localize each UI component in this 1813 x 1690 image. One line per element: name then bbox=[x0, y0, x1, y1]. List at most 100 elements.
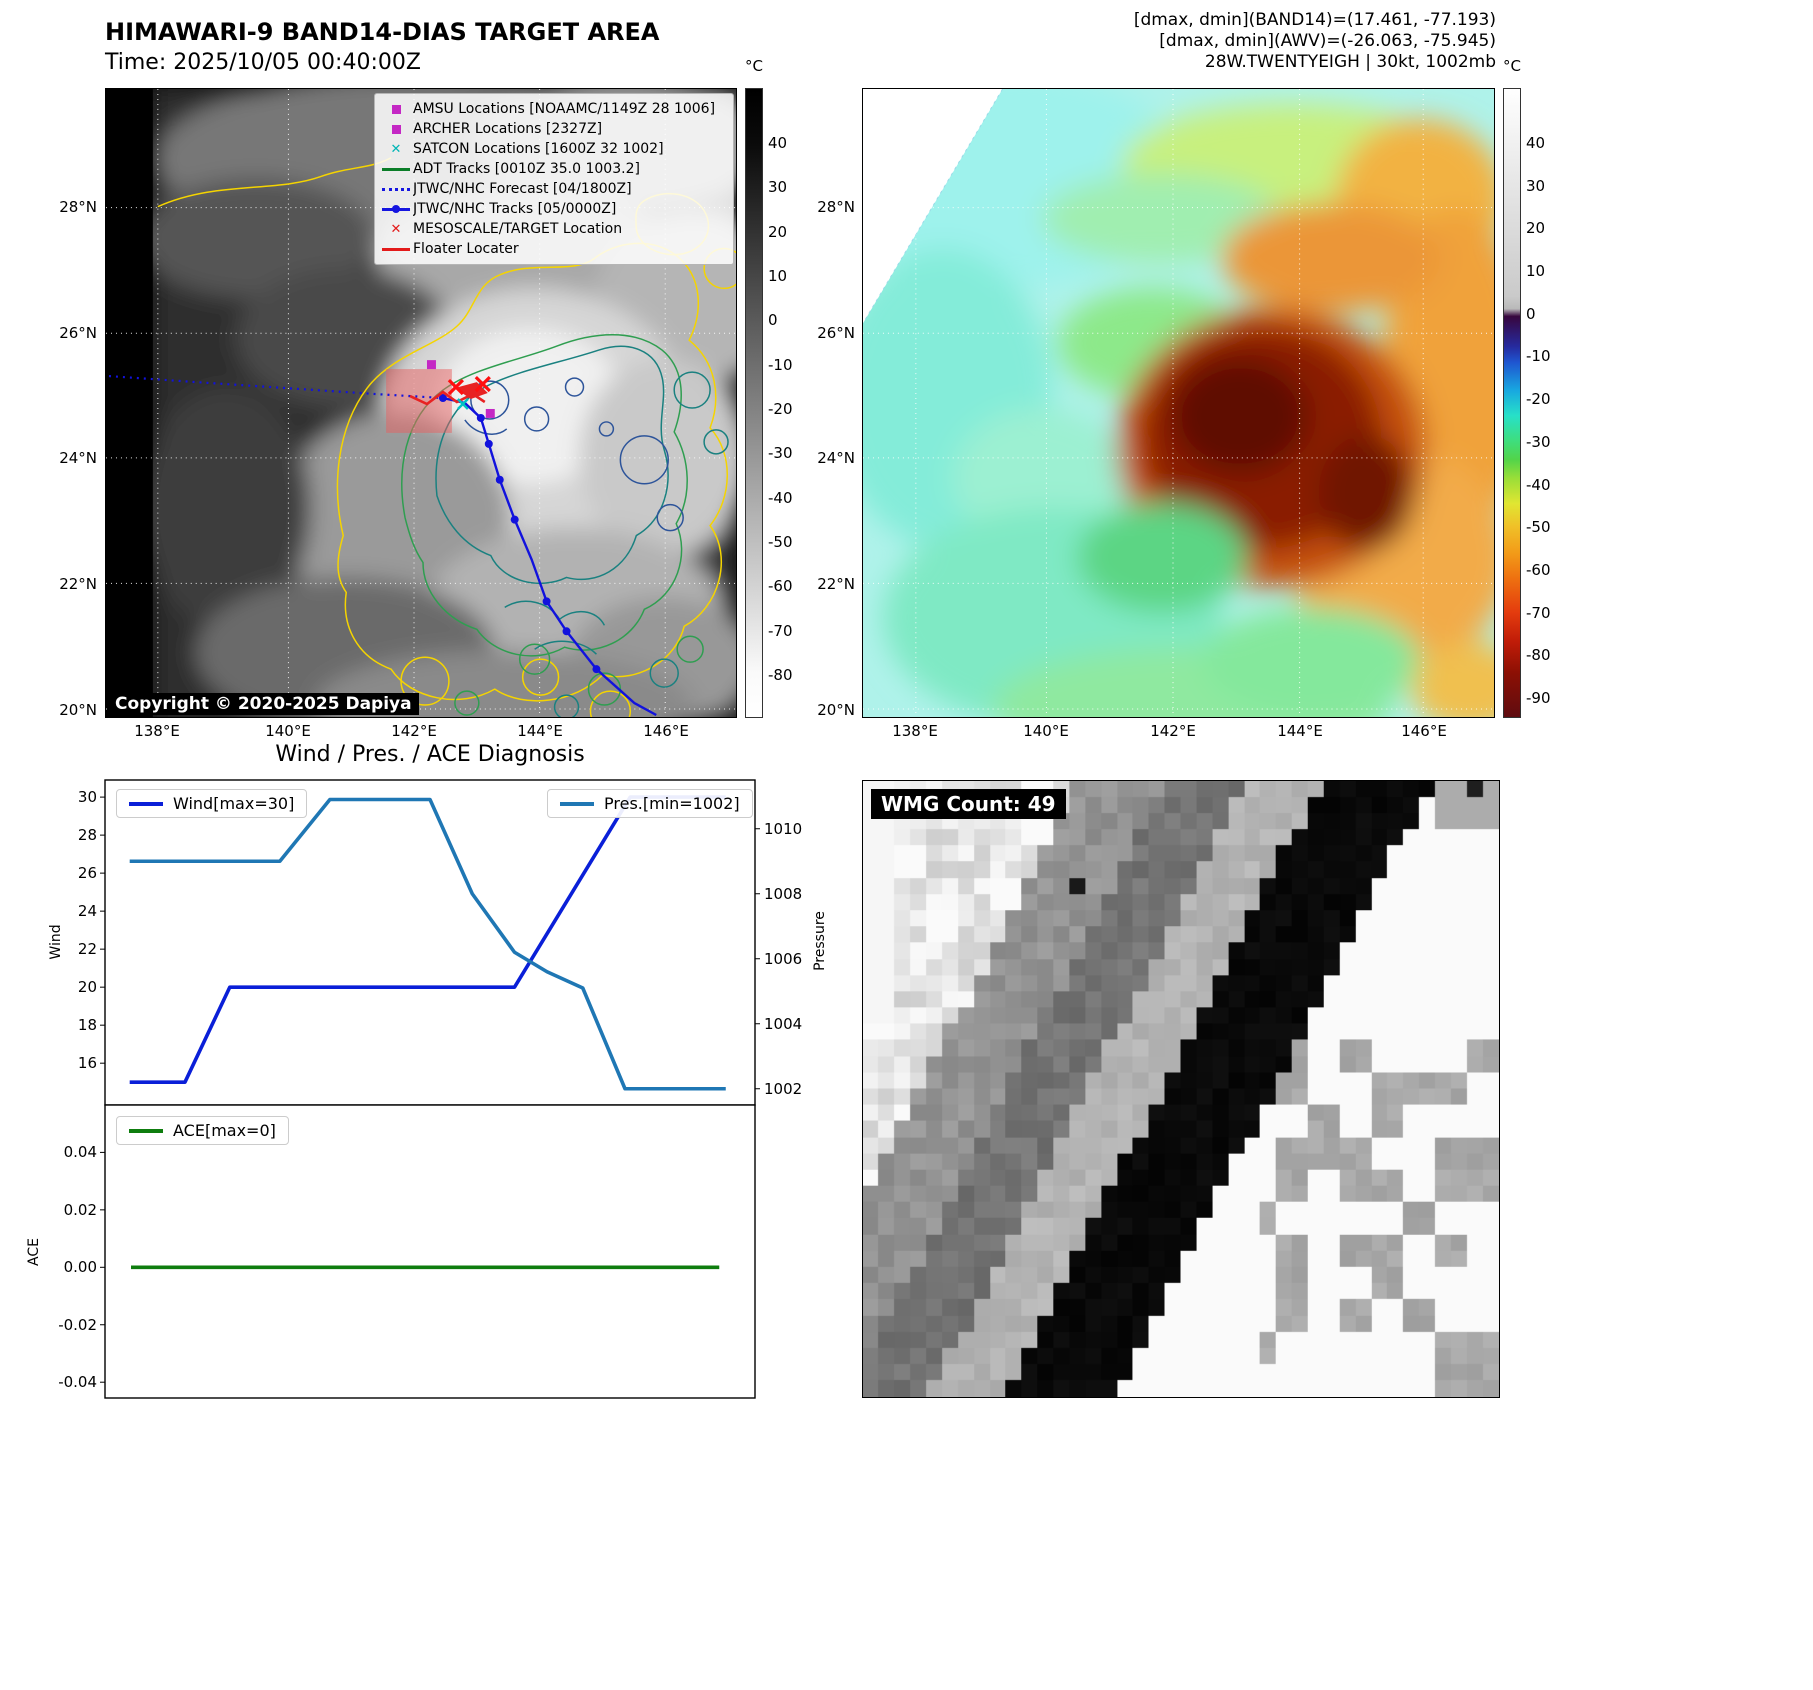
colorbar-tick-label: -40 bbox=[768, 488, 793, 507]
ace-tick-label: -0.04 bbox=[58, 1373, 97, 1392]
colorbar-tick-label: 0 bbox=[768, 311, 778, 330]
x-tick-label: 142°E bbox=[1150, 722, 1196, 740]
red-line-icon bbox=[379, 240, 413, 258]
x-tick-label: 140°E bbox=[265, 722, 311, 740]
colorbar-tick-label: -30 bbox=[768, 444, 793, 463]
x-tick-label: 140°E bbox=[1023, 722, 1069, 740]
diagnosis-title: Wind / Pres. / ACE Diagnosis bbox=[275, 742, 585, 767]
legend-item: ✕ SATCON Locations [1600Z 32 1002] bbox=[379, 139, 729, 159]
colorbar-tick-label: -50 bbox=[1526, 518, 1551, 537]
pressure-axis-label: Pressure bbox=[812, 911, 828, 971]
colorbar-tick-label: -10 bbox=[768, 355, 793, 374]
legend-label: ARCHER Locations [2327Z] bbox=[413, 121, 603, 137]
wind-tick-label: 28 bbox=[77, 826, 97, 845]
y-tick-label: 26°N bbox=[59, 324, 97, 342]
x-tick-label: 138°E bbox=[892, 722, 938, 740]
x-tick-label: 144°E bbox=[517, 722, 563, 740]
awv-colorbar-unit: °C bbox=[1503, 57, 1521, 75]
colorbar-tick-label: -60 bbox=[768, 577, 793, 596]
y-tick-label: 22°N bbox=[817, 575, 855, 593]
colorbar-tick-label: 20 bbox=[768, 222, 788, 241]
colorbar-tick-label: -30 bbox=[1526, 432, 1551, 451]
legend-label: JTWC/NHC Forecast [04/1800Z] bbox=[413, 181, 632, 197]
legend-label: ACE[max=0] bbox=[173, 1121, 276, 1140]
colorbar-tick-label: -90 bbox=[1526, 689, 1551, 708]
blue-line-dot-icon bbox=[379, 200, 413, 218]
y-tick-label: 28°N bbox=[817, 198, 855, 216]
dmax-dmin-awv-label: [dmax, dmin](AWV)=(-26.063, -75.945) bbox=[1159, 31, 1496, 51]
band14-satellite-map: AMSU Locations [NOAAMC/1149Z 28 1006] ARC… bbox=[105, 88, 737, 718]
legend-item: ADT Tracks [0010Z 35.0 1003.2] bbox=[379, 159, 729, 179]
wind-series-line bbox=[129, 795, 726, 1084]
y-tick-label: 28°N bbox=[59, 198, 97, 216]
legend-line-swatch bbox=[129, 1128, 163, 1133]
colorbar-tick-label: -70 bbox=[768, 621, 793, 640]
cyan-x-icon: ✕ bbox=[390, 141, 402, 157]
colorbar-tick-label: -80 bbox=[768, 666, 793, 685]
magenta-square-icon bbox=[379, 120, 413, 138]
colorbar-tick-label: -70 bbox=[1526, 603, 1551, 622]
colorbar-tick-label: 10 bbox=[768, 266, 788, 285]
colorbar-tick-label: 20 bbox=[1526, 219, 1546, 238]
ace-tick-label: 0.02 bbox=[63, 1200, 97, 1219]
y-tick-label: 24°N bbox=[817, 449, 855, 467]
wind-tick-label: 24 bbox=[77, 902, 97, 921]
wind-tick-label: 30 bbox=[77, 788, 97, 807]
colorbar-tick-label: 10 bbox=[1526, 261, 1546, 280]
wind-tick-label: 22 bbox=[77, 940, 97, 959]
legend-item: JTWC/NHC Tracks [05/0000Z] bbox=[379, 199, 729, 219]
x-tick-label: 138°E bbox=[134, 722, 180, 740]
y-tick-label: 26°N bbox=[817, 324, 855, 342]
colorbar-tick-label: -80 bbox=[1526, 646, 1551, 665]
colorbar-tick-label: 0 bbox=[1526, 304, 1536, 323]
x-tick-label: 142°E bbox=[391, 722, 437, 740]
wind-tick-label: 18 bbox=[77, 1016, 97, 1035]
legend-item: JTWC/NHC Forecast [04/1800Z] bbox=[379, 179, 729, 199]
green-line-icon bbox=[379, 160, 413, 178]
latlon-grid bbox=[863, 89, 1494, 717]
x-tick-label: 146°E bbox=[1401, 722, 1447, 740]
ace-tick-label: 0.04 bbox=[63, 1143, 97, 1162]
colorbar-tick-label: -10 bbox=[1526, 347, 1551, 366]
satcon-marker bbox=[457, 398, 469, 410]
ace-tick-label: -0.02 bbox=[58, 1315, 97, 1334]
ace-plot-frame bbox=[104, 1104, 756, 1399]
legend-label: MESOSCALE/TARGET Location bbox=[413, 221, 623, 237]
legend-item: ARCHER Locations [2327Z] bbox=[379, 119, 729, 139]
legend-label: Wind[max=30] bbox=[173, 794, 295, 813]
x-tick-label: 146°E bbox=[643, 722, 689, 740]
pressure-tick-label: 1004 bbox=[764, 1014, 803, 1033]
colorbar-tick-label: -40 bbox=[1526, 475, 1551, 494]
legend-label: ADT Tracks [0010Z 35.0 1003.2] bbox=[413, 161, 640, 177]
y-tick-label: 20°N bbox=[59, 701, 97, 719]
legend-label: SATCON Locations [1600Z 32 1002] bbox=[413, 141, 664, 157]
jtwc-track bbox=[438, 394, 657, 717]
dmax-dmin-band14-label: [dmax, dmin](BAND14)=(17.461, -77.193) bbox=[1133, 10, 1496, 30]
wind-tick-label: 20 bbox=[77, 978, 97, 997]
colorbar-tick-label: -50 bbox=[768, 532, 793, 551]
band14-panel-time: Time: 2025/10/05 00:40:00Z bbox=[105, 50, 421, 75]
pressure-tick-label: 1010 bbox=[764, 819, 803, 838]
wind-axis-label: Wind bbox=[48, 924, 64, 960]
y-tick-label: 22°N bbox=[59, 575, 97, 593]
wind-tick-label: 16 bbox=[77, 1054, 97, 1073]
colorbar-tick-label: 30 bbox=[1526, 176, 1546, 195]
blue-dotted-icon bbox=[379, 180, 413, 198]
legend-label: Floater Locater bbox=[413, 241, 519, 257]
colorbar-tick-label: -20 bbox=[1526, 390, 1551, 409]
colorbar-tick-label: 40 bbox=[768, 133, 788, 152]
legend-item: ✕ MESOSCALE/TARGET Location bbox=[379, 219, 729, 239]
pressure-tick-label: 1008 bbox=[764, 884, 803, 903]
pressure-series-line bbox=[129, 797, 726, 1091]
x-tick-label: 144°E bbox=[1277, 722, 1323, 740]
ace-legend: ACE[max=0] bbox=[116, 1116, 289, 1145]
pressure-tick-label: 1002 bbox=[764, 1079, 803, 1098]
mesoscale-target-markers bbox=[447, 375, 491, 396]
awv-satellite-map bbox=[862, 88, 1495, 718]
band14-panel-title: HIMAWARI-9 BAND14-DIAS TARGET AREA bbox=[105, 18, 660, 46]
awv-colorbar bbox=[1503, 88, 1521, 718]
red-x-icon: ✕ bbox=[390, 221, 402, 237]
pressure-legend: Pres.[min=1002] bbox=[547, 789, 753, 818]
ace-tick-label: 0.00 bbox=[63, 1258, 97, 1277]
legend-item: Floater Locater bbox=[379, 239, 729, 259]
